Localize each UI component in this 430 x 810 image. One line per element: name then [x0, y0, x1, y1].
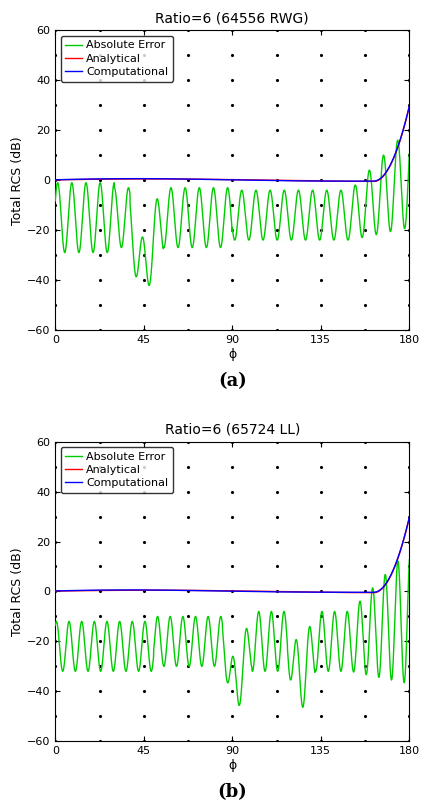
- Title: Ratio=6 (64556 RWG): Ratio=6 (64556 RWG): [155, 11, 308, 25]
- Text: (b): (b): [217, 783, 246, 801]
- Y-axis label: Total RCS (dB): Total RCS (dB): [11, 547, 24, 636]
- Computational: [187, 174, 193, 184]
- Text: (a): (a): [218, 372, 246, 390]
- Absolute Error: [52, 620, 58, 630]
- Computational: [406, 513, 411, 522]
- Y-axis label: Total RCS (dB): Total RCS (dB): [11, 136, 24, 224]
- Line: Computational: Computational: [55, 106, 408, 181]
- Line: Analytical: Analytical: [55, 106, 408, 181]
- Analytical: [371, 177, 376, 186]
- Title: Ratio=6 (65724 LL): Ratio=6 (65724 LL): [164, 422, 299, 437]
- Analytical: [264, 175, 270, 185]
- Analytical: [371, 588, 376, 598]
- Analytical: [343, 588, 348, 598]
- Analytical: [282, 587, 287, 597]
- Absolute Error: [52, 196, 58, 206]
- Analytical: [187, 174, 193, 184]
- Line: Absolute Error: Absolute Error: [55, 560, 408, 707]
- Computational: [406, 101, 411, 111]
- Analytical: [316, 587, 321, 597]
- Computational: [264, 587, 270, 597]
- Legend: Absolute Error, Analytical, Computational: Absolute Error, Analytical, Computationa…: [61, 36, 172, 82]
- Computational: [117, 585, 122, 595]
- Absolute Error: [343, 229, 348, 239]
- Absolute Error: [316, 235, 321, 245]
- X-axis label: ϕ: ϕ: [227, 347, 236, 360]
- Computational: [371, 587, 376, 597]
- Computational: [264, 176, 270, 185]
- Computational: [52, 586, 58, 596]
- Computational: [282, 587, 287, 597]
- Computational: [343, 587, 348, 597]
- Analytical: [117, 174, 122, 184]
- Analytical: [282, 176, 287, 185]
- Analytical: [316, 176, 321, 185]
- Absolute Error: [187, 656, 193, 666]
- Absolute Error: [394, 135, 399, 145]
- Absolute Error: [146, 280, 151, 290]
- Analytical: [117, 586, 122, 595]
- Analytical: [264, 586, 270, 596]
- Analytical: [52, 175, 58, 185]
- Line: Absolute Error: Absolute Error: [55, 140, 408, 285]
- Computational: [316, 177, 321, 186]
- Analytical: [406, 101, 411, 111]
- Absolute Error: [187, 236, 193, 245]
- Absolute Error: [406, 555, 411, 565]
- Absolute Error: [300, 702, 305, 712]
- Absolute Error: [283, 190, 288, 199]
- Absolute Error: [264, 646, 270, 655]
- Computational: [187, 586, 193, 595]
- Computational: [52, 175, 58, 185]
- Absolute Error: [316, 626, 321, 636]
- Computational: [117, 174, 122, 184]
- Absolute Error: [117, 233, 122, 243]
- Computational: [316, 587, 321, 597]
- Analytical: [343, 177, 348, 186]
- Computational: [282, 176, 287, 185]
- Analytical: [406, 513, 411, 522]
- Line: Analytical: Analytical: [55, 518, 408, 593]
- Analytical: [187, 586, 193, 595]
- Absolute Error: [117, 616, 122, 626]
- Legend: Absolute Error, Analytical, Computational: Absolute Error, Analytical, Computationa…: [61, 447, 172, 492]
- Absolute Error: [406, 149, 411, 159]
- Analytical: [52, 586, 58, 596]
- Computational: [343, 177, 348, 186]
- X-axis label: ϕ: ϕ: [227, 759, 236, 772]
- Computational: [350, 177, 355, 186]
- Absolute Error: [282, 615, 287, 625]
- Absolute Error: [343, 609, 348, 619]
- Line: Computational: Computational: [55, 518, 408, 592]
- Absolute Error: [264, 198, 270, 208]
